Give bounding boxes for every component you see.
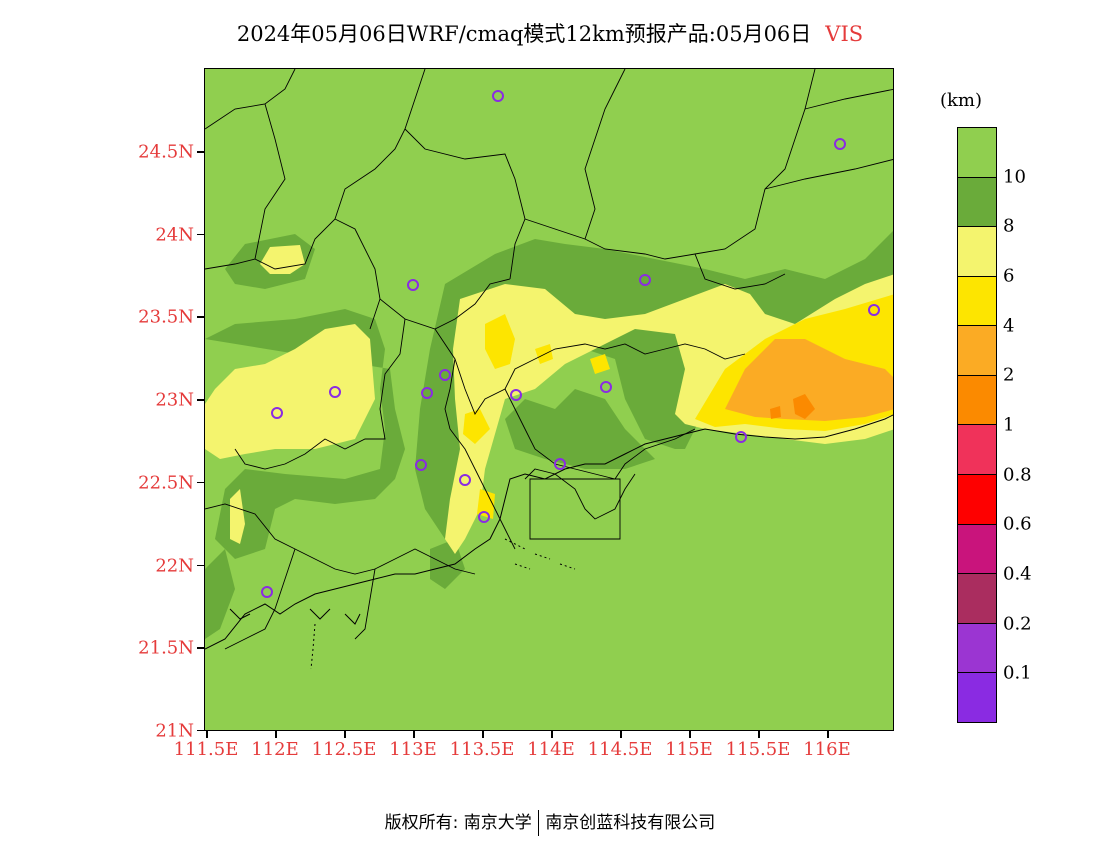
- x-tick-mark: [482, 731, 484, 738]
- colorbar-segment: [958, 128, 996, 178]
- x-tick-mark: [413, 731, 415, 738]
- station-marker: [510, 389, 522, 401]
- colorbar-segment: [958, 276, 996, 327]
- x-tick-label: 112.5E: [311, 739, 377, 760]
- footer-left: 版权所有: 南京大学: [384, 813, 532, 833]
- colorbar-segment: [958, 375, 996, 426]
- islands: [310, 538, 576, 670]
- station-marker: [459, 474, 471, 486]
- y-tick-mark: [197, 564, 204, 566]
- y-tick-mark: [197, 151, 204, 153]
- station-markers: [261, 90, 880, 598]
- sea-area: [680, 439, 893, 730]
- station-marker: [639, 274, 651, 286]
- colorbar-segment: [958, 524, 996, 575]
- x-tick-label: 114.5E: [587, 739, 653, 760]
- station-marker: [492, 90, 504, 102]
- colorbar-label: 0.6: [1003, 513, 1032, 535]
- y-tick-label: 22N: [155, 555, 194, 576]
- colorbar-label: 2: [1003, 364, 1015, 386]
- colorbar-segment: [958, 673, 996, 722]
- legend-unit: (km): [940, 90, 983, 111]
- station-marker: [415, 459, 427, 471]
- colorbar-label: 0.2: [1003, 613, 1032, 635]
- station-marker: [439, 369, 451, 381]
- y-tick-mark: [197, 233, 204, 236]
- footer-right: 南京创蓝科技有限公司: [545, 813, 716, 833]
- y-tick-label: 24.5N: [138, 141, 194, 163]
- station-marker: [407, 279, 419, 291]
- station-marker: [271, 407, 283, 419]
- x-tick-label: 114E: [527, 739, 575, 760]
- colorbar-label: 10: [1003, 166, 1026, 188]
- colorbar-label: 4: [1003, 315, 1015, 337]
- y-tick-mark: [197, 399, 204, 401]
- station-marker: [261, 586, 273, 598]
- vis-1to2-zones: [770, 394, 815, 419]
- colorbar-segment: [958, 326, 996, 376]
- x-tick-label: 116E: [803, 739, 851, 760]
- x-tick-label: 112E: [251, 739, 299, 760]
- colorbar-label: 0.1: [1003, 662, 1032, 684]
- colorbar-segment: [958, 475, 996, 525]
- y-tick-mark: [197, 481, 204, 484]
- station-marker: [735, 431, 747, 443]
- title-variable: VIS: [825, 22, 864, 46]
- colorbar-segment: [958, 177, 996, 228]
- station-marker: [329, 386, 341, 398]
- footer-separator: [537, 810, 540, 836]
- colorbar-label: 0.4: [1003, 563, 1032, 585]
- boundaries: [205, 69, 893, 650]
- x-tick-mark: [551, 731, 553, 738]
- y-tick-label: 21.5N: [138, 637, 194, 659]
- y-tick-mark: [197, 647, 204, 649]
- colorbar-segment: [958, 227, 996, 277]
- y-tick-label: 21N: [155, 720, 194, 742]
- footer-credit: 版权所有: 南京大学 南京创蓝科技有限公司: [0, 808, 1100, 836]
- title-main: 2024年05月06日WRF/cmaq模式12km预报产品:05月06日: [236, 22, 812, 46]
- chart-title: 2024年05月06日WRF/cmaq模式12km预报产品:05月06日 VIS: [0, 18, 1100, 48]
- x-tick-label: 115E: [665, 739, 713, 760]
- map-panel: [204, 68, 894, 731]
- x-tick-mark: [758, 731, 760, 738]
- y-tick-label: 23.5N: [138, 306, 194, 328]
- x-tick-mark: [689, 731, 691, 738]
- x-tick-label: 113E: [389, 739, 437, 760]
- x-tick-label: 115.5E: [725, 739, 791, 760]
- x-tick-mark: [620, 731, 622, 738]
- station-marker: [868, 304, 880, 316]
- colorbar-label: 1: [1003, 414, 1015, 436]
- colorbar-segment: [958, 623, 996, 674]
- station-marker: [478, 511, 490, 523]
- colorbar-label: 0.8: [1003, 464, 1032, 486]
- station-marker: [600, 381, 612, 393]
- colorbar-segment: [958, 425, 996, 476]
- colorbar-label: 6: [1003, 265, 1015, 287]
- y-tick-label: 24N: [155, 224, 194, 246]
- colorbar-segment: [958, 574, 996, 624]
- y-tick-label: 23N: [155, 389, 194, 411]
- vis-2to4-zones: [725, 339, 893, 421]
- colorbar: [957, 127, 997, 723]
- colorbar-label: 8: [1003, 215, 1015, 237]
- x-tick-label: 111.5E: [173, 739, 239, 760]
- x-tick-label: 113.5E: [449, 739, 515, 760]
- y-tick-mark: [197, 729, 204, 732]
- x-tick-mark: [344, 731, 346, 738]
- y-tick-mark: [197, 316, 204, 318]
- station-marker: [421, 387, 433, 399]
- coastline: [205, 414, 893, 650]
- visibility-map: [205, 69, 893, 730]
- station-marker: [834, 138, 846, 150]
- station-marker: [554, 458, 566, 470]
- y-tick-label: 22.5N: [138, 472, 194, 494]
- x-tick-mark: [275, 731, 277, 738]
- x-tick-mark: [827, 731, 829, 738]
- x-tick-mark: [206, 731, 208, 738]
